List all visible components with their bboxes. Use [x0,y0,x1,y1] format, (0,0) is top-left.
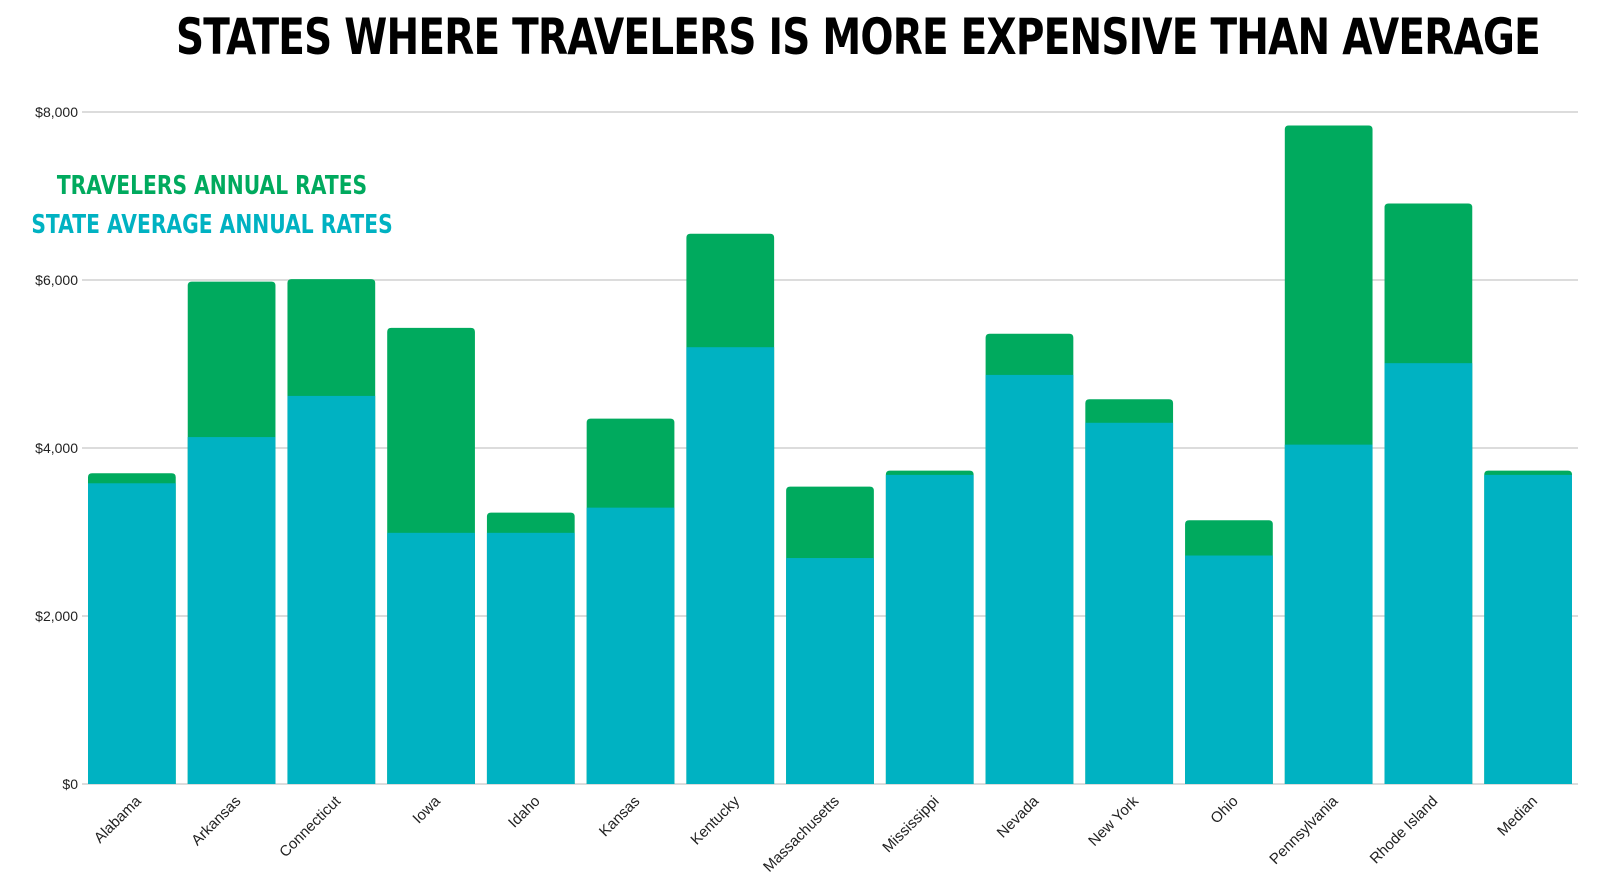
bar-state-average-rhode-island [1384,363,1473,784]
x-tick-label: Ohio [1207,793,1241,827]
y-tick-label: $0 [62,776,78,792]
x-tick-label: Alabama [91,792,145,846]
y-tick-label: $2,000 [35,608,78,624]
bar-state-average-pennsylvania [1284,444,1373,784]
x-tick-label: Rhode Island [1367,793,1442,868]
bar-state-average-nevada [985,374,1074,784]
x-tick-label: Kansas [596,793,643,840]
bar-state-average-ohio [1185,555,1273,784]
bar-state-average-massachusetts [786,558,874,784]
bar-state-average-kansas [586,507,675,784]
x-axis-ticks: Alabama Arkansas Connecticut Iowa Idaho Kansa… [91,792,1541,875]
y-tick-label: $8,000 [35,104,78,120]
bar-state-average-kentucky [686,347,775,784]
x-tick-label: Mississippi [879,793,942,856]
chart-title: STATES WHERE TRAVELERS IS MORE EXPENSIVE… [176,8,1541,66]
x-tick-label: Massachusetts [760,793,843,876]
y-tick-label: $4,000 [35,440,78,456]
bar-state-average-idaho [486,532,575,784]
x-tick-label: Idaho [505,793,544,832]
legend-state-average: STATE AVERAGE ANNUAL RATES [31,210,392,240]
bar-state-average-median [1484,474,1572,784]
x-tick-label: Connecticut [276,792,345,861]
legend: TRAVELERS ANNUAL RATES STATE AVERAGE ANN… [31,171,392,240]
bar-state-average-new-york [1085,422,1174,784]
y-axis-ticks: $0 $2,000 $4,000 $6,000 $8,000 [35,104,78,792]
bar-state-average-arkansas [187,437,276,784]
x-tick-label: Arkansas [188,793,244,849]
bar-state-average-iowa [387,532,475,784]
x-tick-label: Iowa [409,792,444,827]
x-tick-label: Kentucky [687,792,743,848]
x-tick-label: Nevada [994,792,1043,841]
bar-state-average-connecticut [287,395,376,784]
bar-state-average-mississippi [885,474,974,784]
x-tick-label: Pennsylvania [1266,792,1342,868]
bars [88,125,1572,785]
bar-state-average-alabama [88,483,176,784]
x-tick-label: Median [1494,793,1541,840]
legend-travelers: TRAVELERS ANNUAL RATES [57,171,367,201]
x-tick-label: New York [1085,792,1142,849]
y-tick-label: $6,000 [35,272,78,288]
